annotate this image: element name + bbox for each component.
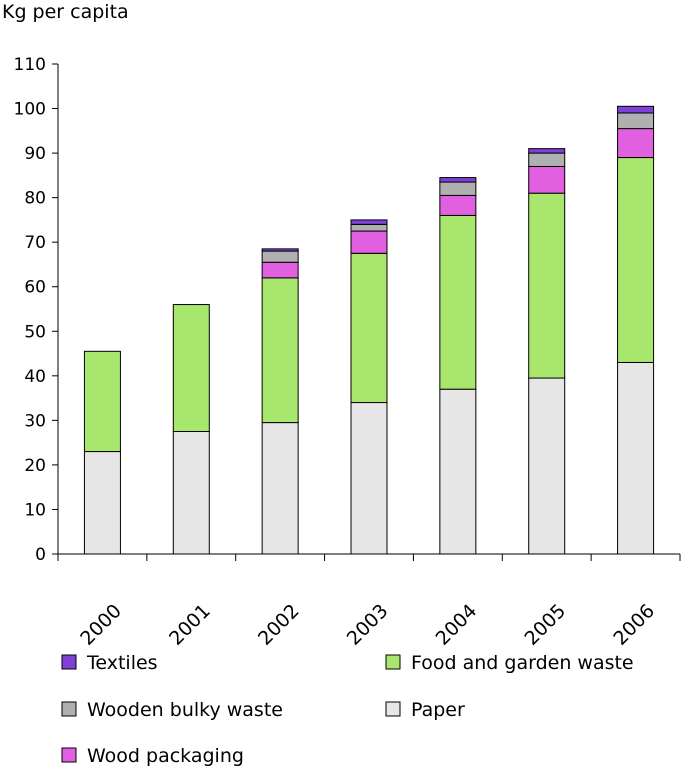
bar-segment-wood-packaging: [261, 261, 299, 279]
bar-segment-textiles: [528, 148, 566, 154]
bar-segment-food-and-garden-waste: [261, 277, 299, 424]
y-tick-label: 80: [24, 189, 46, 209]
x-tick-label: 2005: [520, 600, 570, 650]
legend-swatch: [385, 654, 401, 670]
bar-segment-paper: [439, 388, 477, 555]
legend-swatch: [385, 701, 401, 717]
bar-segment-food-and-garden-waste: [439, 214, 477, 390]
bar-segment-wooden-bulky-waste: [261, 250, 299, 263]
bars-group: [83, 105, 655, 555]
y-tick-label: 60: [24, 278, 46, 298]
bar-segment-paper: [617, 361, 655, 555]
legend-label: Paper: [411, 699, 465, 721]
legend-swatch: [61, 701, 77, 717]
bar-segment-textiles: [439, 177, 477, 183]
bar-segment-food-and-garden-waste: [172, 304, 210, 432]
y-tick-label: 10: [24, 500, 46, 520]
bar-segment-wooden-bulky-waste: [350, 223, 388, 232]
bar-segment-wood-packaging: [350, 230, 388, 254]
axes: [57, 64, 680, 555]
y-tick-label: 100: [14, 100, 46, 120]
x-tick-label: 2000: [76, 600, 126, 650]
bar-segment-wood-packaging: [528, 165, 566, 194]
y-tick-label: 30: [24, 411, 46, 431]
legend: Textiles Wooden bulky waste Wood packaging…: [61, 652, 634, 767]
bar-segment-paper: [528, 377, 566, 555]
y-tick-label: 70: [24, 233, 46, 253]
y-tick-label: 50: [24, 322, 46, 342]
x-tick-label: 2001: [165, 600, 215, 650]
bar-segment-paper: [83, 451, 121, 555]
bar-segment-textiles: [261, 248, 299, 252]
bar-segment-paper: [350, 402, 388, 555]
bar-segment-wood-packaging: [439, 194, 477, 216]
legend-label: Food and garden waste: [411, 652, 634, 674]
bar-segment-wooden-bulky-waste: [439, 181, 477, 196]
x-tick-label: 2003: [343, 600, 393, 650]
bar-segment-food-and-garden-waste: [528, 192, 566, 379]
y-axis-label: Kg per capita: [2, 1, 129, 23]
legend-label: Textiles: [86, 652, 158, 674]
bar-segment-food-and-garden-waste: [350, 252, 388, 404]
bar-segment-textiles: [350, 219, 388, 225]
legend-label: Wood packaging: [87, 745, 244, 767]
y-tick-label: 90: [24, 144, 46, 164]
bar-segment-paper: [172, 431, 210, 555]
y-tick-label: 20: [24, 456, 46, 476]
bar-segment-food-and-garden-waste: [83, 350, 121, 453]
y-tick-label: 40: [24, 367, 46, 387]
x-tick-label: 2006: [609, 600, 659, 650]
bar-segment-textiles: [617, 105, 655, 114]
x-axis-ticks: 2000 2001 2002 2003 2004 2005 2006: [57, 554, 681, 650]
y-tick-label: 0: [35, 545, 46, 565]
y-axis-ticks: 0 10 20 30 40 50 60 70 80 90 100 110: [14, 55, 58, 565]
y-tick-label: 110: [14, 55, 46, 75]
x-tick-label: 2004: [432, 600, 482, 650]
legend-swatch: [61, 747, 77, 763]
legend-label: Wooden bulky waste: [87, 699, 283, 721]
legend-swatch: [61, 654, 77, 670]
bar-segment-wooden-bulky-waste: [617, 112, 655, 130]
bar-segment-paper: [261, 422, 299, 555]
bar-segment-wooden-bulky-waste: [528, 152, 566, 167]
bar-segment-food-and-garden-waste: [617, 157, 655, 363]
x-tick-label: 2002: [254, 600, 304, 650]
bar-segment-wood-packaging: [617, 128, 655, 159]
